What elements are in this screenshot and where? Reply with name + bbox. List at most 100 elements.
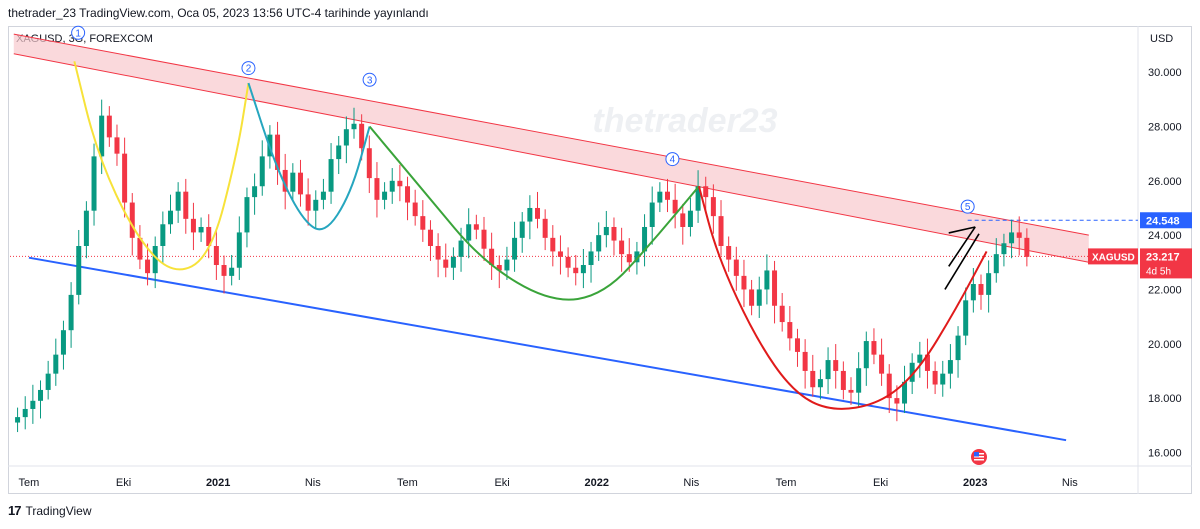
candle-body (206, 226, 212, 246)
candle-body (76, 246, 82, 295)
candle-body (213, 246, 219, 266)
candle-body (718, 216, 724, 246)
candle-body (565, 256, 571, 268)
candle-body (863, 341, 869, 369)
candle-body (611, 226, 617, 241)
candle-body (198, 226, 204, 233)
candle-body (871, 341, 877, 355)
candle-body (741, 275, 747, 290)
wedge-line (944, 233, 980, 290)
candle-body (825, 360, 831, 380)
candle-body (833, 360, 839, 371)
y-tick-label: 28.000 (1148, 121, 1182, 133)
candle-body (313, 199, 319, 211)
candle-body (1016, 232, 1022, 238)
candle-body (894, 398, 900, 404)
candle-body (519, 221, 525, 238)
x-tick-label: 2023 (963, 477, 987, 489)
candle-body (297, 172, 303, 195)
candle-body (221, 265, 227, 276)
x-tick-label: Eki (873, 477, 888, 489)
candle-body (619, 240, 625, 255)
candle-body (902, 381, 908, 404)
candle-body (351, 123, 357, 130)
candle-body (840, 370, 846, 390)
current-price-badge (1140, 248, 1192, 279)
x-tick-label: Nis (305, 477, 321, 489)
candle-body (787, 322, 793, 339)
candle-body (542, 218, 548, 238)
candle-body (175, 191, 181, 211)
candle-body (993, 254, 999, 274)
candle-body (879, 354, 885, 374)
footer-brand: TradingView (25, 503, 92, 518)
candle-body (60, 330, 66, 355)
x-tick-label: Nis (1062, 477, 1078, 489)
candle-body (596, 235, 602, 252)
candle-body (458, 240, 464, 257)
y-tick-label: 26.000 (1148, 176, 1182, 188)
candle-body (336, 145, 342, 160)
wedge-line (948, 226, 976, 267)
yellow-cup-arc (73, 61, 250, 271)
wave-marker (241, 61, 256, 76)
y-tick-label: 24.000 (1148, 230, 1182, 242)
candle-body (106, 115, 112, 138)
y-tick-label: 22.000 (1148, 284, 1182, 296)
cyan-cup-arc (247, 82, 371, 231)
candle-body (634, 251, 640, 263)
candle-body (397, 180, 403, 187)
candle-body (22, 408, 28, 418)
candle-body (588, 251, 594, 266)
candle-body (580, 265, 586, 274)
candle-body (489, 248, 495, 266)
wave-marker (362, 72, 377, 87)
y-tick-label: 20.000 (1148, 339, 1182, 351)
candle-body (1001, 243, 1007, 255)
candle-body (710, 197, 716, 217)
candle-body (657, 191, 663, 203)
footer: 17 TradingView (8, 503, 92, 518)
x-tick-label: Nis (683, 477, 699, 489)
candle-body (129, 202, 135, 238)
candle-body (733, 259, 739, 276)
candle-body (817, 379, 823, 388)
red-cup-arc (697, 185, 988, 410)
candle-body (924, 354, 930, 371)
x-tick-label: Tem (19, 477, 40, 489)
candle-body (305, 194, 311, 211)
candle-body (252, 186, 258, 198)
candle-body (856, 368, 862, 393)
candle-body (649, 202, 655, 227)
wave-label: 2 (246, 64, 252, 75)
candle-body (30, 400, 36, 409)
candle-body (382, 191, 388, 200)
publish-info: thetrader_23 TradingView.com, Oca 05, 20… (8, 6, 429, 20)
candle-body (473, 224, 479, 230)
y-tick-label: 16.000 (1148, 447, 1182, 459)
flag-icon[interactable] (971, 449, 987, 465)
resistance-channel-fill (13, 34, 1089, 263)
x-tick-label: Eki (116, 477, 131, 489)
candle-body (764, 270, 770, 290)
candle-body (412, 202, 418, 217)
candle-body (1024, 237, 1030, 257)
candle-body (917, 354, 923, 363)
x-tick-label: Tem (776, 477, 797, 489)
candle-body (512, 237, 518, 260)
level-price-badge (1140, 212, 1192, 229)
candle-body (779, 305, 785, 323)
candle-body (236, 232, 242, 268)
support-trendline (28, 256, 1067, 442)
candle-body (99, 115, 105, 157)
candle-body (986, 273, 992, 295)
candle-body (886, 373, 892, 399)
wave-marker (71, 25, 86, 40)
candle-body (802, 351, 808, 371)
countdown-value: 4d 5h (1146, 266, 1171, 277)
candle-body (45, 373, 51, 390)
candle-body (557, 251, 563, 257)
wave-label: 5 (965, 202, 971, 213)
candle-body (573, 267, 579, 274)
